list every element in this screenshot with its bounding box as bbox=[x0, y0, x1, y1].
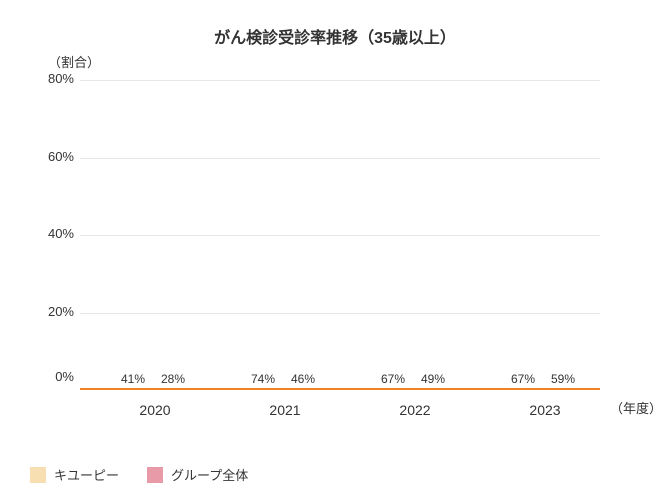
ytick-label: 80% bbox=[34, 71, 74, 86]
ytick-label: 40% bbox=[34, 226, 74, 241]
baseline bbox=[80, 388, 600, 390]
category-label: 2020 bbox=[100, 402, 210, 418]
category-label: 2022 bbox=[360, 402, 470, 418]
bar-value-label: 49% bbox=[411, 372, 455, 386]
bar-value-label: 59% bbox=[541, 372, 585, 386]
bar-value-label: 46% bbox=[281, 372, 325, 386]
legend-swatch bbox=[147, 467, 163, 483]
y-axis-label: （割合） bbox=[48, 52, 100, 71]
legend-item-group: グループ全体 bbox=[147, 465, 248, 484]
ytick-label: 0% bbox=[34, 369, 74, 384]
legend: キユーピー グループ全体 bbox=[30, 465, 248, 484]
cancer-screening-chart: がん検診受診率推移（35歳以上） （割合） 80% 60% 40% 20% 0%… bbox=[0, 0, 670, 502]
bar-value-label: 67% bbox=[501, 372, 545, 386]
bar-value-label: 41% bbox=[111, 372, 155, 386]
bar-value-label: 74% bbox=[241, 372, 285, 386]
chart-title: がん検診受診率推移（35歳以上） bbox=[0, 24, 670, 48]
bar-value-label: 67% bbox=[371, 372, 415, 386]
category-label: 2023 bbox=[490, 402, 600, 418]
x-axis-label: （年度） bbox=[610, 398, 662, 417]
bar-value-label: 28% bbox=[151, 372, 195, 386]
legend-swatch bbox=[30, 467, 46, 483]
legend-item-kewpie: キユーピー bbox=[30, 465, 119, 484]
plot-area: 80% 60% 40% 20% 0% 41% 28% 2020 74% 46% bbox=[80, 80, 600, 390]
legend-label: キユーピー bbox=[54, 465, 119, 484]
legend-label: グループ全体 bbox=[171, 465, 248, 484]
ytick-label: 60% bbox=[34, 149, 74, 164]
gridline bbox=[80, 80, 600, 81]
gridline bbox=[80, 313, 600, 314]
category-label: 2021 bbox=[230, 402, 340, 418]
gridline bbox=[80, 158, 600, 159]
ytick-label: 20% bbox=[34, 304, 74, 319]
gridline bbox=[80, 235, 600, 236]
